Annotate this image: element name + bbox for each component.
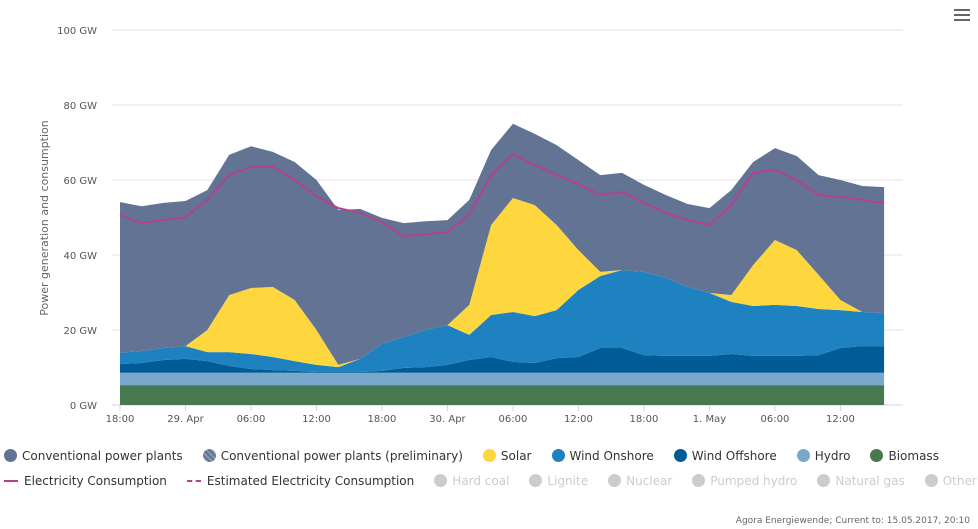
- legend-dot-icon: [673, 449, 687, 462]
- legend-item-hard-coal[interactable]: Hard coal: [434, 474, 509, 488]
- legend-label: Biomass: [888, 448, 939, 463]
- legend-item-wind-offshore[interactable]: Wind Offshore: [673, 448, 777, 463]
- legend-label: Other: [942, 473, 977, 488]
- legend-dot-icon: [551, 449, 565, 462]
- legend-label: Wind Onshore: [569, 448, 654, 463]
- x-tick-label: 12:00: [826, 414, 855, 425]
- x-tick-label: 18:00: [630, 414, 659, 425]
- x-tick-label: 12:00: [302, 414, 331, 425]
- power-chart: 18:00 29. Apr 06:00 12:00 18:00 30. Apr 06:00 1…: [38, 26, 903, 425]
- lines: [119, 152, 885, 238]
- legend-item-biomass[interactable]: Biomass: [870, 448, 939, 463]
- x-tick-label: 18:00: [368, 414, 397, 425]
- legend-item-solar[interactable]: Solar: [482, 448, 532, 463]
- legend-line-icon: [4, 479, 18, 482]
- legend-label: Estimated Electricity Consumption: [206, 473, 415, 488]
- legend-dot-icon: [924, 474, 938, 487]
- area-hydro: [120, 372, 885, 386]
- legend-item-natural-gas[interactable]: Natural gas: [817, 473, 905, 488]
- x-tick-label: 06:00: [761, 414, 790, 425]
- legend-item-hydro[interactable]: Hydro: [796, 448, 851, 463]
- legend-label: Conventional power plants (preliminary): [220, 448, 463, 463]
- legend-label: Nuclear: [626, 473, 673, 488]
- legend-item-lignite[interactable]: Lignite: [529, 474, 588, 488]
- y-tick-label: 80 GW: [63, 101, 97, 112]
- y-tick-label: 20 GW: [63, 326, 97, 337]
- legend-label: Lignite: [547, 473, 589, 488]
- area-solar: [120, 198, 885, 368]
- legend-dot-icon: [608, 474, 622, 487]
- y-axis: 0 GW 20 GW 40 GW 60 GW 80 GW 100 GW: [57, 26, 97, 412]
- legend-dot-icon: [4, 449, 17, 462]
- y-axis-label: Power generation and consumption: [38, 120, 51, 316]
- legend-item-other[interactable]: Other: [924, 473, 977, 488]
- legend-label: Hard coal: [452, 473, 510, 488]
- legend-label: Pumped hydro: [710, 473, 798, 488]
- area-conventional-power-plants: [120, 123, 885, 365]
- legend-item-conventional-power-plants[interactable]: Conventional power plants: [4, 449, 183, 463]
- legend-dot-icon: [870, 449, 884, 462]
- x-tick-label: 12:00: [564, 414, 593, 425]
- legend-item-conventional-power-plants-preliminary[interactable]: Conventional power plants (preliminary): [202, 448, 463, 463]
- x-tick-label: 30. Apr: [429, 414, 466, 425]
- y-tick-label: 40 GW: [63, 251, 97, 262]
- legend-item-wind-onshore[interactable]: Wind Onshore: [551, 448, 654, 463]
- legend-label: Hydro: [814, 448, 851, 463]
- legend-label: Electricity Consumption: [24, 473, 167, 488]
- x-tick-label: 1. May: [693, 414, 726, 425]
- legend-item-estimated-electricity-consumption[interactable]: Estimated Electricity Consumption: [186, 473, 415, 488]
- legend-dot-icon: [482, 449, 496, 462]
- legend: Conventional power plants Conventional po…: [0, 443, 978, 493]
- legend-label: Conventional power plants: [22, 448, 183, 463]
- line-electricity-consumption: [119, 152, 885, 238]
- legend-dot-icon: [796, 449, 810, 462]
- legend-dot-icon: [434, 474, 448, 487]
- legend-dot-icon: [529, 474, 543, 487]
- legend-label: Solar: [500, 448, 532, 463]
- y-tick-label: 60 GW: [63, 176, 97, 187]
- x-axis: 18:00 29. Apr 06:00 12:00 18:00 30. Apr 06:00 1…: [106, 405, 855, 425]
- legend-line-icon: [186, 479, 201, 482]
- x-tick-label: 06:00: [237, 414, 266, 425]
- x-tick-label: 06:00: [499, 414, 528, 425]
- x-tick-label: 18:00: [106, 414, 135, 425]
- legend-dot-icon: [202, 449, 216, 462]
- areas: [120, 123, 885, 405]
- legend-label: Wind Offshore: [691, 448, 777, 463]
- legend-item-pumped-hydro[interactable]: Pumped hydro: [692, 474, 797, 488]
- legend-item-nuclear[interactable]: Nuclear: [608, 474, 672, 488]
- y-tick-label: 0 GW: [70, 401, 97, 412]
- area-wind-onshore: [120, 270, 885, 372]
- x-tick-label: 29. Apr: [167, 414, 204, 425]
- legend-label: Natural gas: [835, 473, 905, 488]
- credit: Agora Energiewende; Current to: 15.05.20…: [735, 516, 970, 526]
- legend-item-electricity-consumption[interactable]: Electricity Consumption: [4, 474, 167, 488]
- legend-dot-icon: [817, 474, 831, 487]
- y-tick-label: 100 GW: [57, 26, 97, 37]
- hamburger-menu-icon[interactable]: [954, 6, 970, 24]
- legend-dot-icon: [692, 474, 706, 487]
- area-biomass: [120, 385, 885, 405]
